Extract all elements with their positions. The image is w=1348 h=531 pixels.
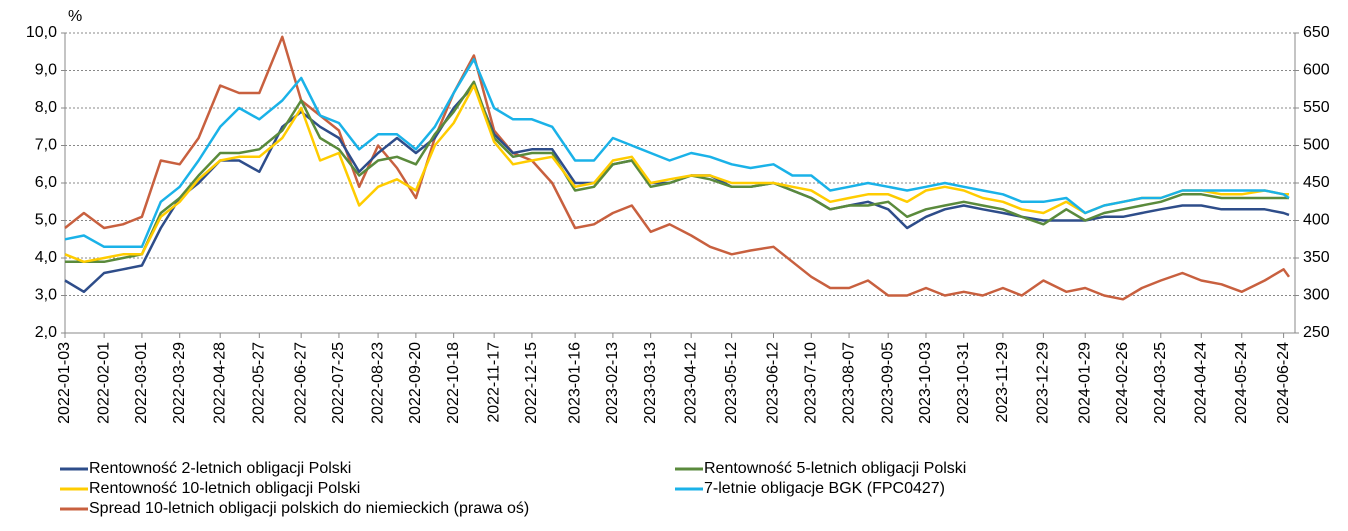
x-tick-label: 2023-02-13 [604,342,621,424]
y-tick-label: 3,0 [35,287,57,304]
x-tick-label: 2022-04-28 [211,342,228,424]
y2-tick-label: 650 [1303,24,1330,41]
x-tick-label: 2022-03-29 [171,342,188,424]
y2-tick-label: 550 [1303,99,1330,116]
x-tick-label: 2024-01-29 [1076,342,1093,424]
x-tick-label: 2023-09-05 [879,342,896,424]
y-tick-label: 8,0 [35,99,57,116]
x-tick-label: 2022-07-25 [330,342,347,424]
x-tick-label: 2022-12-15 [523,342,540,424]
x-tick-label: 2023-07-10 [802,342,819,424]
y2-tick-label: 250 [1303,324,1330,341]
y2-tick-label: 450 [1303,174,1330,191]
x-tick-label: 2022-10-18 [445,342,462,424]
series-line [64,84,1290,294]
y2-tick-label: 500 [1303,137,1330,154]
series-line [64,58,1290,249]
y-tick-label: 9,0 [35,62,57,79]
x-tick-label: 2022-08-23 [369,342,386,424]
x-tick-label: 2023-03-13 [642,342,659,424]
x-tick-label: 2023-05-12 [723,342,740,424]
y-tick-label: 6,0 [35,174,57,191]
y2-tick-label: 600 [1303,62,1330,79]
x-tick-label: 2022-11-17 [485,342,502,423]
x-tick-label: 2024-02-26 [1114,342,1131,424]
x-tick-label: 2024-03-25 [1152,342,1169,424]
x-tick-label: 2022-06-27 [292,342,309,424]
y-tick-label: 7,0 [35,137,57,154]
series-line [64,35,1291,301]
x-tick-label: 2023-10-03 [917,342,934,424]
x-tick-label: 2022-05-27 [251,342,268,424]
x-tick-label: 2022-03-01 [133,342,150,424]
y-tick-label: 2,0 [35,324,57,341]
x-tick-label: 2022-02-01 [95,342,112,424]
x-tick-label: 2023-10-31 [955,342,972,424]
x-tick-label: 2023-01-16 [566,342,583,424]
x-tick-label: 2022-01-03 [56,342,73,424]
series-line [65,80,1289,264]
legend-label: Rentowność 10-letnich obligacji Polski [89,480,360,497]
legend-label: Rentowność 5-letnich obligacji Polski [704,460,966,477]
y-tick-label: 5,0 [35,212,57,229]
x-tick-label: 2024-06-24 [1275,342,1292,424]
x-tick-label: 2023-04-12 [682,342,699,424]
x-tick-label: 2023-11-29 [994,342,1011,423]
x-tick-label: 2024-04-24 [1193,342,1210,424]
legend-label: Rentowność 2-letnich obligacji Polski [89,460,351,477]
y-tick-label: 10,0 [26,24,57,41]
legend-label: 7-letnie obligacje BGK (FPC0427) [704,480,945,497]
x-tick-label: 2023-12-29 [1035,342,1052,424]
legend-label: Spread 10-letnich obligacji polskich do … [89,500,529,517]
y2-tick-label: 400 [1303,212,1330,229]
y2-tick-label: 350 [1303,249,1330,266]
x-tick-label: 2022-09-20 [407,342,424,424]
y-tick-label: 4,0 [35,249,57,266]
x-tick-label: 2023-08-07 [840,342,857,424]
x-tick-label: 2024-05-24 [1233,342,1250,424]
x-tick-label: 2023-06-12 [765,342,782,424]
y-axis-label: % [68,8,82,25]
y2-tick-label: 300 [1303,287,1330,304]
